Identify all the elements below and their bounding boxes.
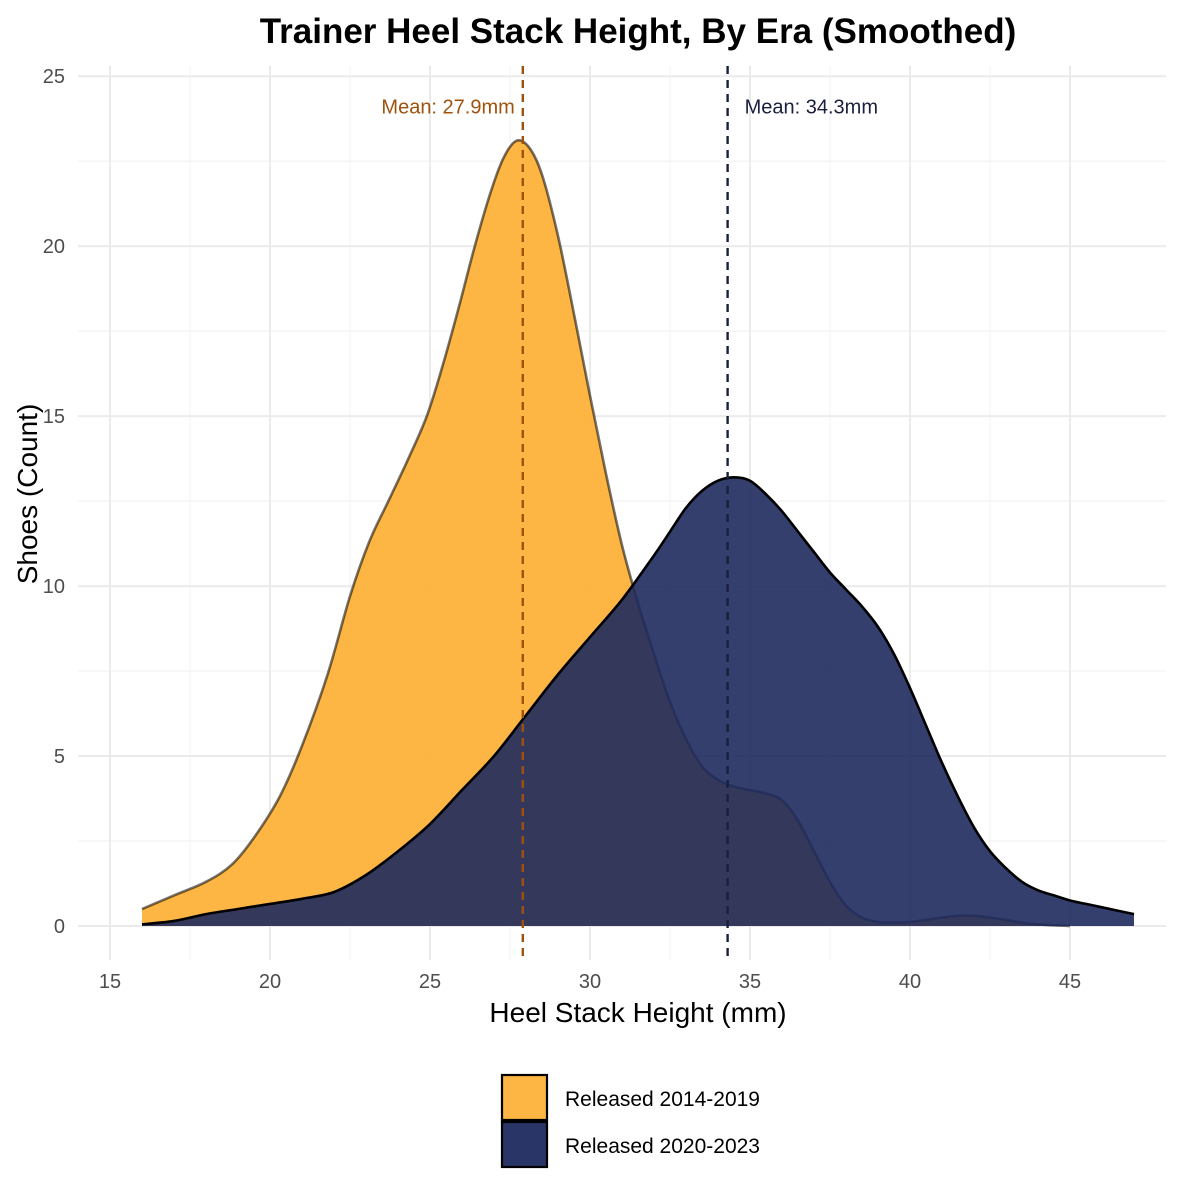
y-tick-label: 20 xyxy=(43,236,65,258)
x-tick-label: 15 xyxy=(99,971,121,993)
y-tick-label: 15 xyxy=(43,406,65,428)
y-axis-title: Shoes (Count) xyxy=(12,404,43,585)
y-tick-label: 0 xyxy=(54,916,65,938)
legend-label-2020-2023: Released 2020-2023 xyxy=(565,1135,760,1158)
x-axis-title: Heel Stack Height (mm) xyxy=(489,997,786,1028)
legend: Released 2014-2019 Released 2020-2023 xyxy=(500,1073,760,1169)
y-tick-label: 5 xyxy=(54,746,65,768)
tick-labels: 15 20 25 30 35 40 45 0 5 10 15 20 25 xyxy=(43,66,1081,993)
x-tick-label: 40 xyxy=(899,971,921,993)
x-tick-label: 25 xyxy=(419,971,441,993)
legend-key-2020-2023 xyxy=(500,1120,549,1169)
x-tick-label: 20 xyxy=(259,971,281,993)
legend-label-2014-2019: Released 2014-2019 xyxy=(565,1088,760,1111)
x-tick-label: 35 xyxy=(739,971,761,993)
density-areas xyxy=(141,139,1135,928)
density-area-released-2020-2023 xyxy=(142,477,1134,927)
mean-label-2: Mean: 34.3mm xyxy=(745,97,878,119)
x-tick-label: 30 xyxy=(579,971,601,993)
y-tick-label: 25 xyxy=(43,66,65,88)
mean-label-1: Mean: 27.9mm xyxy=(381,97,514,119)
mean-lines: Mean: 27.9mm Mean: 34.3mm xyxy=(381,66,878,960)
y-tick-label: 10 xyxy=(43,576,65,598)
x-tick-label: 45 xyxy=(1059,971,1081,993)
legend-key-2014-2019 xyxy=(500,1073,549,1122)
density-outline-released-2020-2023 xyxy=(141,476,1135,926)
density-area-released-2014-2019 xyxy=(142,140,1070,927)
chart-title: Trainer Heel Stack Height, By Era (Smoot… xyxy=(260,12,1017,51)
